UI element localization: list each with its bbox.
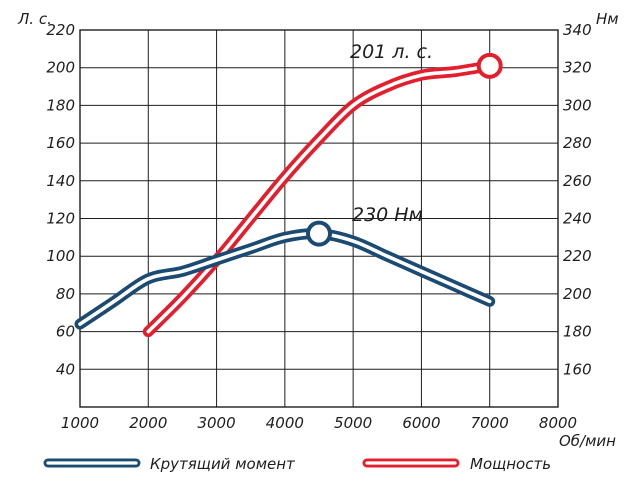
peak-markers xyxy=(306,52,503,247)
x-tick-label: 1000 xyxy=(61,414,99,432)
y-left-tick-label: 80 xyxy=(56,285,75,303)
legend-label-power: Мощность xyxy=(470,455,551,473)
y-left-tick-label: 60 xyxy=(56,323,75,341)
x-tick-label: 3000 xyxy=(197,414,235,432)
legend: Крутящий момент Мощность xyxy=(43,455,551,473)
x-tick-label: 2000 xyxy=(129,414,167,432)
y-right-tick-label: 300 xyxy=(563,96,592,114)
y-right-tick-label: 260 xyxy=(563,172,592,190)
x-tick-label: 6000 xyxy=(402,414,440,432)
x-tick-label: 8000 xyxy=(539,414,577,432)
y-left-tick-label: 40 xyxy=(56,360,75,378)
power-peak-marker xyxy=(476,52,503,79)
right-axis-unit: Нм xyxy=(596,10,619,28)
torque-peak-annotation: 230 Нм xyxy=(352,204,423,226)
y-right-tick-label: 240 xyxy=(563,210,592,228)
y-right-tick-label: 180 xyxy=(563,323,592,341)
y-left-tick-label: 180 xyxy=(46,96,75,114)
torque-peak-marker xyxy=(306,220,332,247)
axis-labels: 1000 2000 3000 4000 5000 6000 7000 8000 40 60 80 10… xyxy=(46,21,591,432)
grid xyxy=(79,29,559,408)
y-right-tick-label: 340 xyxy=(563,21,592,39)
y-left-tick-label: 220 xyxy=(46,21,75,39)
y-right-tick-label: 220 xyxy=(563,247,592,265)
y-right-tick-label: 200 xyxy=(563,285,592,303)
x-tick-label: 7000 xyxy=(471,414,509,432)
power-peak-annotation: 201 л. с. xyxy=(350,41,433,63)
curves xyxy=(74,60,496,338)
y-right-tick-label: 160 xyxy=(563,360,592,378)
x-tick-label: 5000 xyxy=(334,414,372,432)
y-left-tick-label: 140 xyxy=(46,172,75,190)
series-line-power xyxy=(142,60,496,338)
y-right-tick-label: 320 xyxy=(563,59,592,77)
y-left-tick-label: 100 xyxy=(46,247,75,265)
x-tick-label: 4000 xyxy=(266,414,304,432)
left-axis-unit: Л. с. xyxy=(17,10,52,28)
y-left-tick-label: 120 xyxy=(46,210,75,228)
y-right-tick-label: 280 xyxy=(563,134,592,152)
y-left-tick-label: 160 xyxy=(46,134,75,152)
y-left-tick-label: 200 xyxy=(46,59,75,77)
series-line-torque xyxy=(74,227,496,330)
legend-label-torque: Крутящий момент xyxy=(150,455,296,473)
x-axis-unit: Об/мин xyxy=(559,432,616,450)
